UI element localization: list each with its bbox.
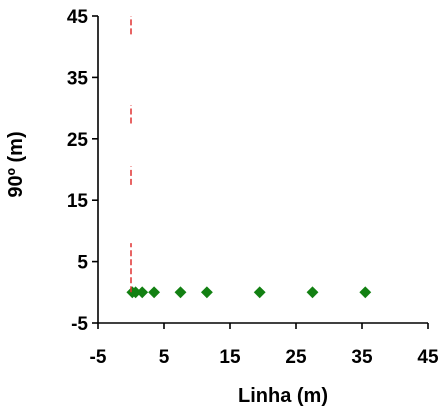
scatter-point bbox=[306, 286, 319, 299]
y-tick-label: 45 bbox=[67, 7, 89, 28]
x-tick-group: -5 5 15 25 35 45 bbox=[90, 323, 439, 368]
scatter-point bbox=[148, 286, 161, 299]
x-tick-label: 5 bbox=[159, 347, 170, 368]
y-tick-group: -5 5 15 25 35 45 bbox=[67, 7, 98, 335]
x-axis-title: Linha (m) bbox=[238, 385, 328, 407]
y-tick-label: -5 bbox=[71, 314, 88, 335]
x-tick-label: 35 bbox=[351, 347, 373, 368]
scatter-point bbox=[200, 286, 213, 299]
scatter-point bbox=[136, 286, 149, 299]
scatter-point bbox=[174, 286, 187, 299]
y-tick-label: 25 bbox=[67, 130, 89, 151]
x-tick-label: -5 bbox=[90, 347, 107, 368]
y-axis-title: 90º (m) bbox=[5, 131, 27, 197]
y-tick-label: 35 bbox=[67, 68, 89, 89]
x-tick-label: 15 bbox=[219, 347, 241, 368]
plot-area bbox=[126, 16, 372, 299]
y-axis: -5 5 15 25 35 45 bbox=[67, 7, 99, 335]
x-axis: -5 5 15 25 35 45 bbox=[90, 322, 439, 368]
y-tick-label: 5 bbox=[77, 253, 88, 274]
scatter-point bbox=[253, 286, 266, 299]
y-tick-label: 15 bbox=[67, 191, 89, 212]
x-tick-label: 45 bbox=[417, 347, 439, 368]
scatter-point bbox=[359, 286, 372, 299]
x-tick-label: 25 bbox=[285, 347, 307, 368]
